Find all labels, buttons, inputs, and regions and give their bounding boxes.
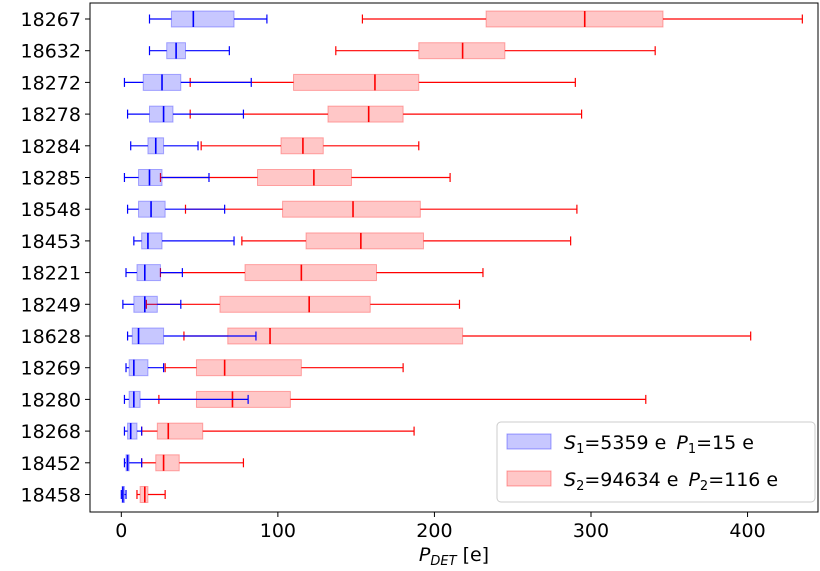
box-series-2-18284	[200, 137, 420, 155]
iqr-box	[136, 264, 161, 282]
y-tick-label: 18280	[21, 389, 81, 411]
y-tick-label: 18285	[21, 168, 81, 190]
y-tick-label: 18249	[21, 294, 81, 316]
box-series-1-18221	[125, 264, 183, 282]
box-series-2-18221	[159, 264, 484, 282]
box-series-1-18453	[133, 232, 235, 250]
box-series-1-18458	[120, 486, 127, 503]
y-tick-label: 18548	[21, 199, 81, 221]
box-series-1-18249	[122, 295, 182, 313]
x-tick-label: 300	[573, 520, 609, 542]
legend: S1=5359 e P1=15 e S2=94634 e P2=116 e	[496, 421, 816, 503]
iqr-box	[282, 200, 421, 218]
y-tick-label: 18269	[21, 358, 81, 380]
y-axis: 18267 18632 18272 18278 18284 18285 18548 18453…	[21, 9, 90, 507]
y-tick-label: 18221	[21, 263, 81, 285]
iqr-box	[141, 232, 163, 250]
x-axis-label: PDET [e]	[419, 544, 489, 569]
iqr-box	[148, 105, 174, 123]
legend-swatch-series-1	[506, 433, 552, 450]
box-series-1-18280	[123, 390, 249, 408]
y-tick-label: 18268	[21, 421, 81, 443]
y-tick-label: 18278	[21, 104, 81, 126]
x-axis-label-main: P	[419, 544, 431, 566]
box-series-1-18267	[148, 10, 268, 28]
box-series-2-18458	[136, 486, 166, 503]
iqr-box	[127, 422, 138, 440]
box-series-2-18453	[241, 232, 572, 250]
boxes-layer	[120, 10, 803, 503]
box-series-1-18272	[123, 73, 252, 91]
x-tick-label: 200	[416, 520, 452, 542]
box-series-2-18269	[164, 359, 404, 377]
iqr-box	[227, 327, 464, 345]
y-tick-label: 18267	[21, 9, 81, 31]
box-series-1-18268	[123, 422, 143, 440]
x-axis-label-sub: DET	[430, 554, 457, 569]
x-axis: 0 100 200 300 400	[115, 512, 766, 542]
box-series-1-18632	[148, 42, 230, 60]
y-tick-label: 18452	[21, 453, 81, 475]
box-series-2-18548	[184, 200, 578, 218]
legend-entry-series-1: S1=5359 e P1=15 e	[564, 432, 754, 457]
iqr-box	[485, 10, 664, 28]
box-series-1-18452	[123, 454, 143, 472]
iqr-box	[195, 359, 302, 377]
y-tick-label: 18284	[21, 136, 81, 158]
iqr-box	[257, 169, 352, 186]
iqr-box	[155, 454, 180, 472]
box-series-1-18285	[123, 169, 210, 186]
box-series-2-18267	[361, 10, 803, 28]
box-series-2-18249	[145, 295, 461, 313]
iqr-box	[131, 327, 165, 345]
box-series-2-18278	[189, 105, 583, 123]
legend-frame	[496, 421, 816, 503]
iqr-box	[305, 232, 424, 250]
box-series-2-18452	[141, 454, 245, 472]
box-series-1-18628	[126, 327, 257, 345]
box-series-1-18548	[126, 200, 226, 218]
box-series-2-18628	[183, 327, 752, 345]
x-tick-label: 400	[729, 520, 765, 542]
iqr-box	[128, 359, 149, 377]
iqr-box	[244, 264, 378, 282]
x-axis-label-unit: [e]	[457, 544, 490, 566]
iqr-box	[170, 10, 235, 28]
y-tick-label: 18628	[21, 326, 81, 348]
box-series-2-18632	[335, 42, 656, 60]
plot-frame	[89, 2, 819, 513]
box-series-1-18278	[126, 105, 245, 123]
y-tick-label: 18458	[21, 485, 81, 507]
y-tick-label: 18632	[21, 41, 81, 63]
iqr-box	[156, 422, 204, 440]
x-tick-label: 100	[260, 520, 296, 542]
y-tick-label: 18272	[21, 72, 81, 94]
iqr-box	[293, 73, 420, 91]
legend-swatch-series-2	[506, 470, 552, 487]
box-series-1-18284	[130, 137, 199, 155]
box-series-1-18269	[125, 359, 165, 377]
iqr-box	[327, 105, 404, 123]
x-tick-label: 0	[115, 520, 127, 542]
y-tick-label: 18453	[21, 231, 81, 253]
box-series-2-18268	[141, 422, 415, 440]
iqr-box	[219, 295, 371, 313]
legend-entry-series-2: S2=94634 e P2=116 e	[564, 469, 778, 494]
